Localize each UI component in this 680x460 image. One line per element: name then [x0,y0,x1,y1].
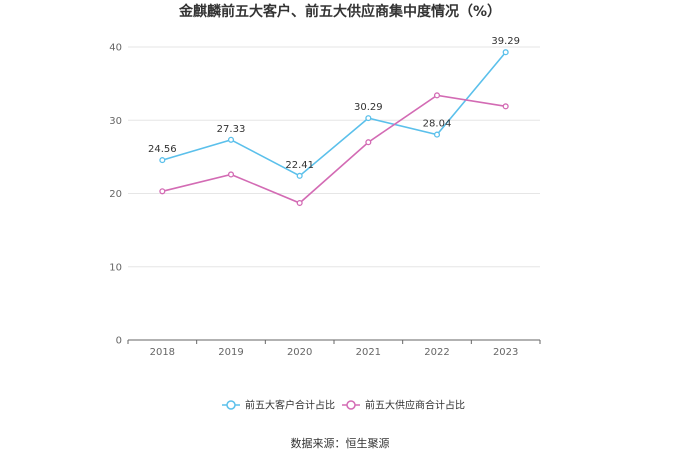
x-axis: 2018 2019 2020 2021 2022 2023 [127,339,541,358]
data-point [365,139,372,146]
data-label: 28.04 [423,119,452,130]
data-point [296,172,303,179]
grid [128,46,540,268]
data-point [227,136,235,143]
data-point [159,157,166,164]
data-point [296,199,303,207]
data-label: 39.29 [491,36,520,47]
legend-marker [226,400,236,410]
x-tick-label: 2022 [424,347,449,358]
data-point [433,92,441,99]
series-line-0 [162,51,507,177]
y-tick-label: 20 [109,189,122,200]
series-layer: 24.56 27.33 22.41 30.29 28.04 39.29 [148,36,520,207]
series-line-1 [162,94,506,204]
x-tick-label: 2020 [287,347,312,358]
legend-label: 前五大客户合计占比 [245,399,335,412]
x-tick-label: 2018 [150,347,175,358]
x-tick-label: 2019 [218,347,243,358]
data-point [227,171,235,178]
y-tick-label: 10 [109,262,122,273]
data-label: 22.41 [285,160,314,171]
data-label: 27.33 [217,124,246,135]
data-point [159,188,166,195]
y-axis: 0 10 20 30 40 [109,43,122,347]
y-tick-label: 40 [109,43,122,54]
chart-title: 金麒麟前五大客户、前五大供应商集中度情况（%） [178,3,501,20]
legend-label: 前五大供应商合计占比 [365,399,465,412]
legend-marker [346,400,356,410]
data-point [502,49,509,56]
data-label: 24.56 [148,144,177,155]
data-source: 数据来源：恒生聚源 [291,436,390,450]
data-point [365,115,372,122]
legend-item[interactable]: 前五大客户合计占比 [222,399,335,412]
x-tick-label: 2021 [356,347,381,358]
legend: 前五大客户合计占比 前五大供应商合计占比 [222,399,465,412]
y-tick-label: 0 [116,336,122,347]
data-point [433,131,441,138]
data-label: 30.29 [354,102,383,113]
y-tick-label: 30 [109,116,122,127]
x-tick-label: 2023 [493,347,518,358]
legend-item[interactable]: 前五大供应商合计占比 [342,399,465,412]
data-point [502,103,509,110]
